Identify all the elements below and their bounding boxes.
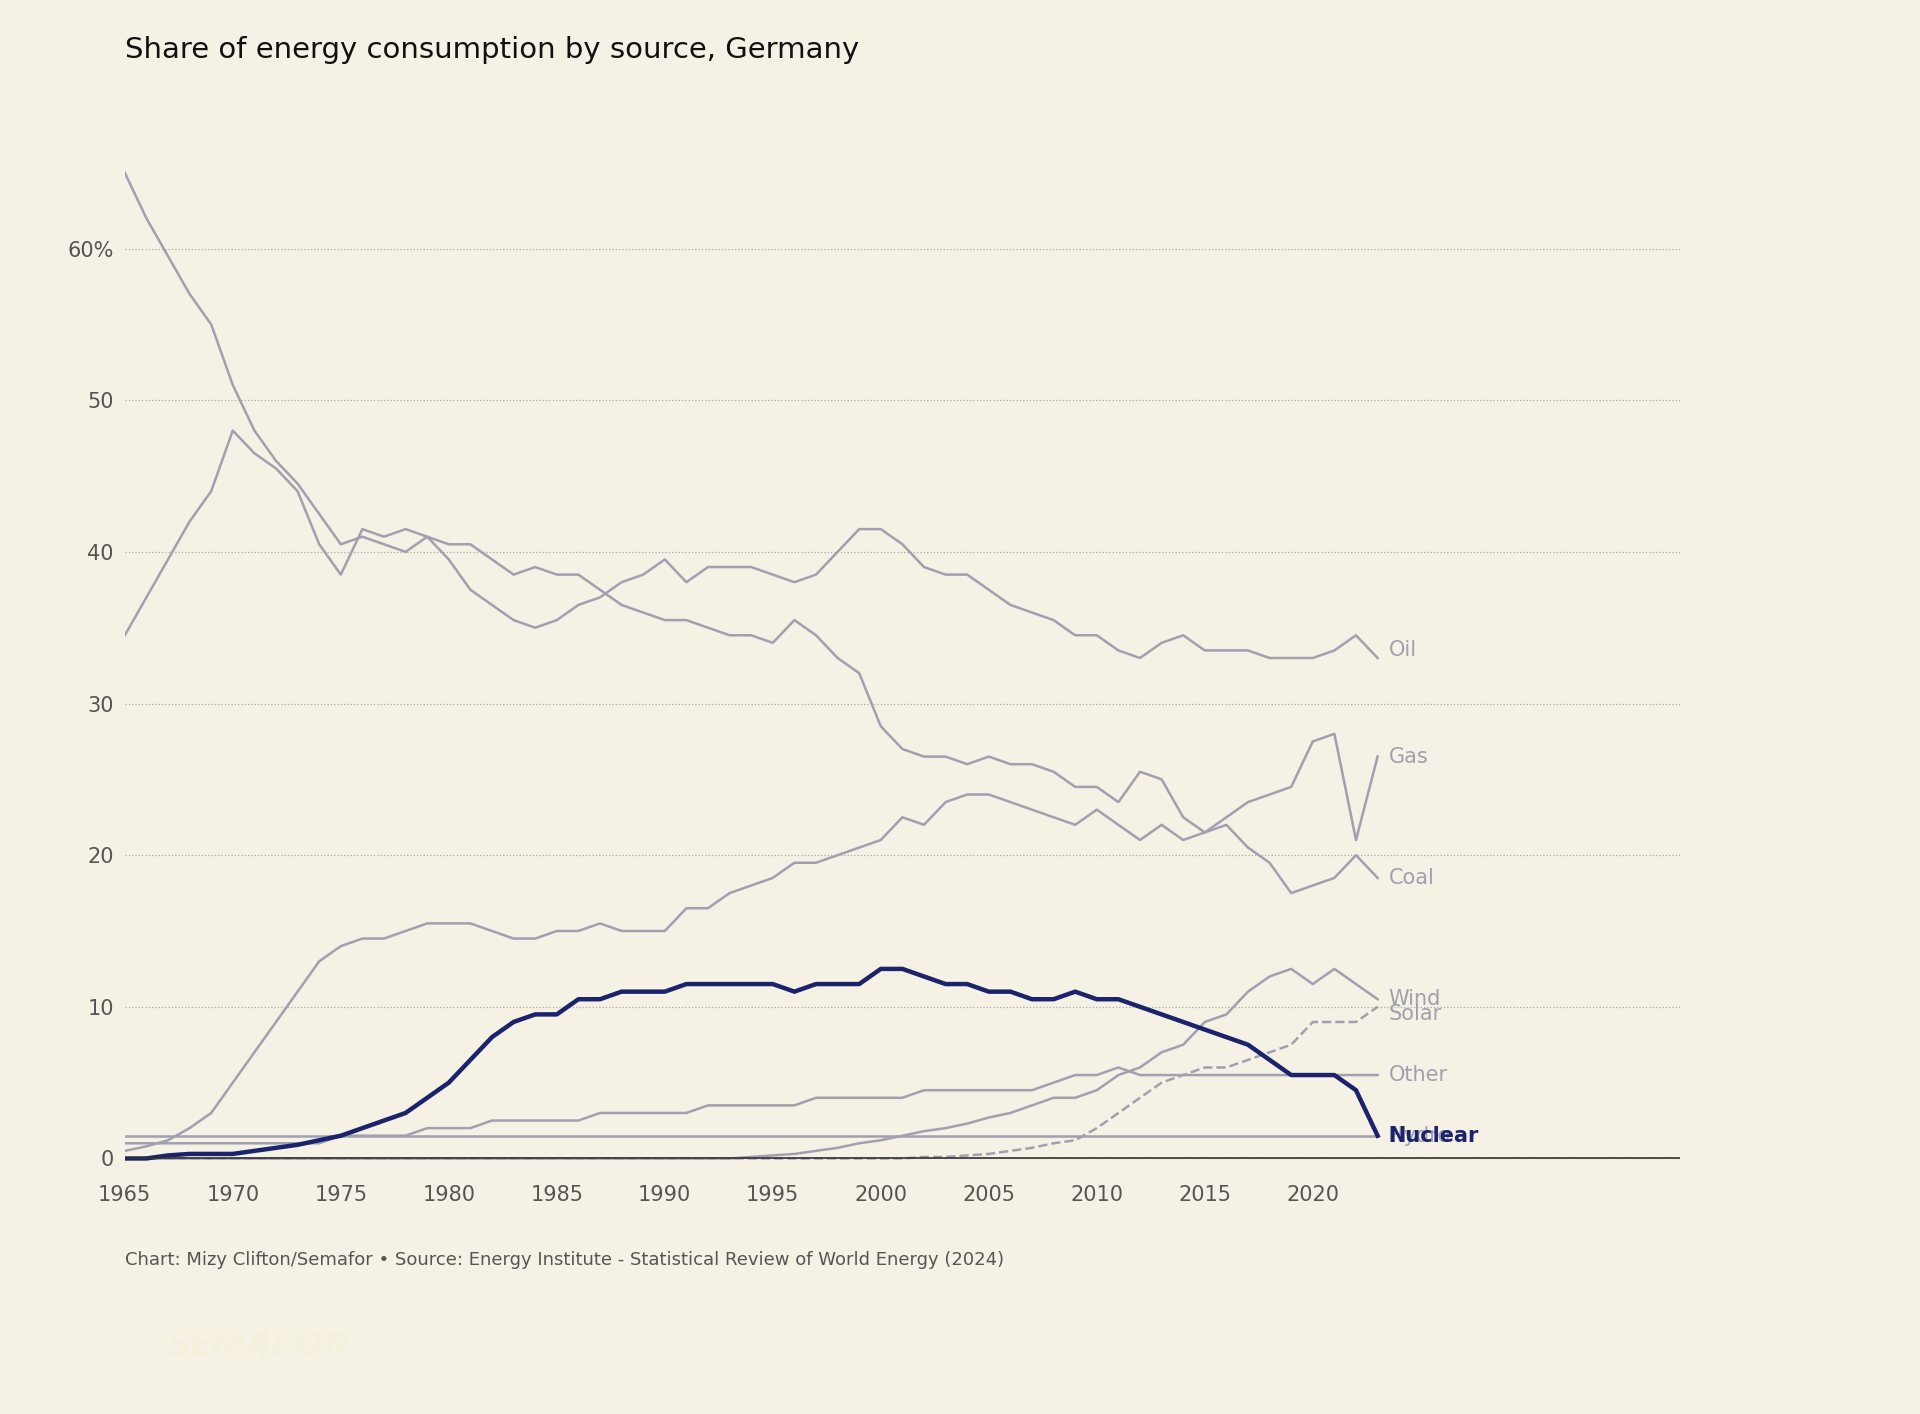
Text: SEMAFOR: SEMAFOR [167, 1331, 349, 1363]
Text: Hydro: Hydro [1388, 1126, 1450, 1145]
Text: Wind: Wind [1388, 990, 1440, 1010]
Text: Chart: Mizy Clifton/Semafor • Source: Energy Institute - Statistical Review of W: Chart: Mizy Clifton/Semafor • Source: En… [125, 1251, 1004, 1270]
Text: Coal: Coal [1388, 868, 1434, 888]
Text: Solar: Solar [1388, 1004, 1442, 1024]
Text: Gas: Gas [1388, 747, 1428, 766]
Text: Nuclear: Nuclear [1388, 1126, 1478, 1145]
Text: Share of energy consumption by source, Germany: Share of energy consumption by source, G… [125, 35, 858, 64]
Text: Other: Other [1388, 1065, 1448, 1085]
Text: Oil: Oil [1388, 641, 1417, 660]
